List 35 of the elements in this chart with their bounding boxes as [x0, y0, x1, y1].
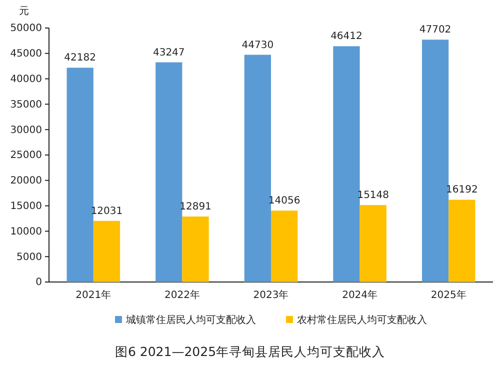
x-tick-label: 2025年 [430, 289, 466, 301]
y-tick-label: 40000 [10, 74, 42, 85]
y-axis-title: 元 [19, 6, 29, 17]
data-label: 46412 [330, 31, 362, 42]
bar [422, 40, 449, 282]
x-tick-label: 2022年 [164, 289, 200, 301]
x-tick-label: 2023年 [253, 289, 289, 301]
bar [182, 216, 209, 282]
y-tick-label: 35000 [10, 99, 42, 110]
bar [156, 62, 182, 282]
data-label: 44730 [242, 40, 274, 51]
data-label: 43247 [152, 47, 185, 58]
y-tick-label: 45000 [10, 48, 42, 60]
bar [271, 210, 298, 282]
y-tick-label: 15000 [10, 201, 42, 212]
bar [360, 205, 386, 282]
y-tick-label: 50000 [10, 23, 42, 34]
y-tick-label: 10000 [10, 226, 42, 238]
y-tick-label: 0 [36, 277, 42, 288]
bar [66, 68, 94, 282]
x-tick-label: 2021年 [76, 289, 112, 301]
legend-label: 农村常住居民人均可支配收入 [297, 314, 427, 326]
y-tick-label: 25000 [10, 150, 42, 162]
legend-label: 城镇常住居民人均可支配收入 [125, 314, 256, 326]
y-tick-label: 5000 [16, 252, 42, 263]
bar [93, 220, 120, 282]
text: 图6 2021—2025年寻甸县居民人均可支配收入 [114, 344, 386, 359]
y-tick-label: 30000 [10, 124, 42, 136]
x-tick-label: 2024年 [342, 289, 378, 301]
data-label: 42182 [64, 52, 96, 64]
bar [448, 200, 476, 282]
bar [333, 46, 360, 282]
data-label: 47702 [419, 24, 452, 36]
bar [244, 54, 271, 282]
y-tick-label: 20000 [10, 176, 42, 187]
